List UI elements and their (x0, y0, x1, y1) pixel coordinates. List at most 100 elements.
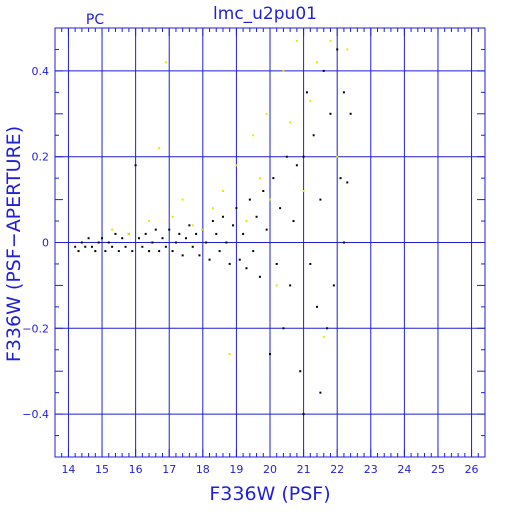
data-point-black (302, 413, 305, 416)
data-point-black (185, 237, 188, 240)
data-point-black (349, 112, 352, 115)
x-tick-label: 19 (229, 463, 243, 476)
data-point-black (158, 250, 161, 253)
data-point-black (342, 241, 345, 244)
data-point-black (80, 241, 83, 244)
data-point-black (97, 241, 100, 244)
data-point-yellow (265, 112, 268, 115)
x-tick-label: 24 (397, 463, 411, 476)
data-point-black (332, 284, 335, 287)
data-point-black (168, 228, 171, 231)
data-point-black (258, 275, 261, 278)
data-point-black (137, 237, 140, 240)
x-tick-label: 17 (162, 463, 176, 476)
data-point-black (131, 250, 134, 253)
data-point-yellow (111, 228, 114, 231)
chart-title: lmc_u2pu01 (213, 4, 317, 24)
y-tick-label: 0.4 (32, 65, 50, 78)
data-point-black (339, 177, 342, 180)
data-point-yellow (252, 134, 255, 137)
data-point-yellow (221, 190, 224, 193)
y-axis-label: F336W (PSF−APERTURE) (3, 126, 25, 362)
x-tick-label: 23 (364, 463, 378, 476)
data-point-black (114, 232, 117, 235)
data-point-black (319, 198, 322, 201)
data-point-yellow (346, 48, 349, 51)
y-tick-label: −0.2 (22, 322, 49, 335)
data-point-black (336, 48, 339, 51)
data-point-black (346, 181, 349, 184)
data-point-black (316, 305, 319, 308)
data-point-black (215, 232, 218, 235)
data-point-black (302, 155, 305, 158)
data-point-black (205, 241, 208, 244)
data-point-yellow (295, 39, 298, 42)
data-point-yellow (275, 284, 278, 287)
data-point-black (121, 237, 124, 240)
data-point-black (285, 155, 288, 158)
x-tick-label: 22 (330, 463, 344, 476)
data-point-yellow (127, 232, 130, 235)
data-point-black (232, 224, 235, 227)
data-point-black (312, 134, 315, 137)
data-point-black (299, 370, 302, 373)
data-point-yellow (158, 147, 161, 150)
data-point-black (305, 91, 308, 94)
data-point-black (104, 250, 107, 253)
data-point-yellow (258, 177, 261, 180)
data-point-yellow (336, 155, 339, 158)
data-point-yellow (164, 61, 167, 64)
data-point-black (245, 267, 248, 270)
data-point-black (74, 245, 77, 248)
data-point-black (154, 228, 157, 231)
data-point-black (269, 353, 271, 356)
data-point-black (181, 254, 184, 257)
data-point-black (262, 190, 265, 193)
data-point-yellow (181, 198, 184, 201)
data-point-black (77, 250, 80, 253)
data-point-yellow (235, 164, 238, 167)
data-point-black (141, 245, 144, 248)
data-point-black (309, 262, 312, 265)
x-tick-label: 25 (431, 463, 445, 476)
data-point-yellow (302, 190, 305, 193)
data-point-yellow (269, 198, 271, 201)
data-point-black (275, 262, 278, 265)
data-points (74, 39, 352, 416)
data-point-black (228, 262, 231, 265)
data-point-black (111, 245, 114, 248)
data-point-yellow (191, 224, 194, 227)
y-tick-label: 0.2 (32, 151, 50, 164)
x-tick-label: 18 (196, 463, 210, 476)
data-point-black (272, 177, 275, 180)
data-point-black (211, 220, 214, 223)
x-tick-label: 20 (263, 463, 277, 476)
data-point-yellow (228, 353, 231, 356)
data-point-black (248, 198, 251, 201)
x-tick-label: 14 (61, 463, 75, 476)
y-tick-label: −0.4 (22, 408, 49, 421)
data-point-black (161, 237, 164, 240)
data-point-yellow (322, 335, 325, 338)
data-point-black (279, 207, 282, 210)
data-point-black (319, 391, 322, 394)
data-point-black (151, 241, 154, 244)
x-axis-label: F336W (PSF) (209, 483, 330, 505)
data-point-black (117, 250, 120, 253)
data-point-black (242, 232, 245, 235)
data-point-black (218, 250, 221, 253)
data-point-black (198, 254, 201, 257)
data-point-yellow (329, 39, 332, 42)
data-point-black (191, 245, 194, 248)
data-point-black (265, 228, 268, 231)
data-point-black (322, 69, 325, 72)
data-point-black (329, 112, 332, 115)
x-tick-label: 26 (465, 463, 479, 476)
axis-ticks: 14 15 16 17 18 19 20 21 22 23 24 25 26 −0.4 −0.2 0 0.2 0.… (22, 27, 486, 476)
data-point-yellow (171, 215, 174, 218)
data-point-black (107, 241, 110, 244)
data-point-black (94, 250, 97, 253)
data-point-black (148, 250, 151, 253)
x-tick-label: 15 (95, 463, 109, 476)
